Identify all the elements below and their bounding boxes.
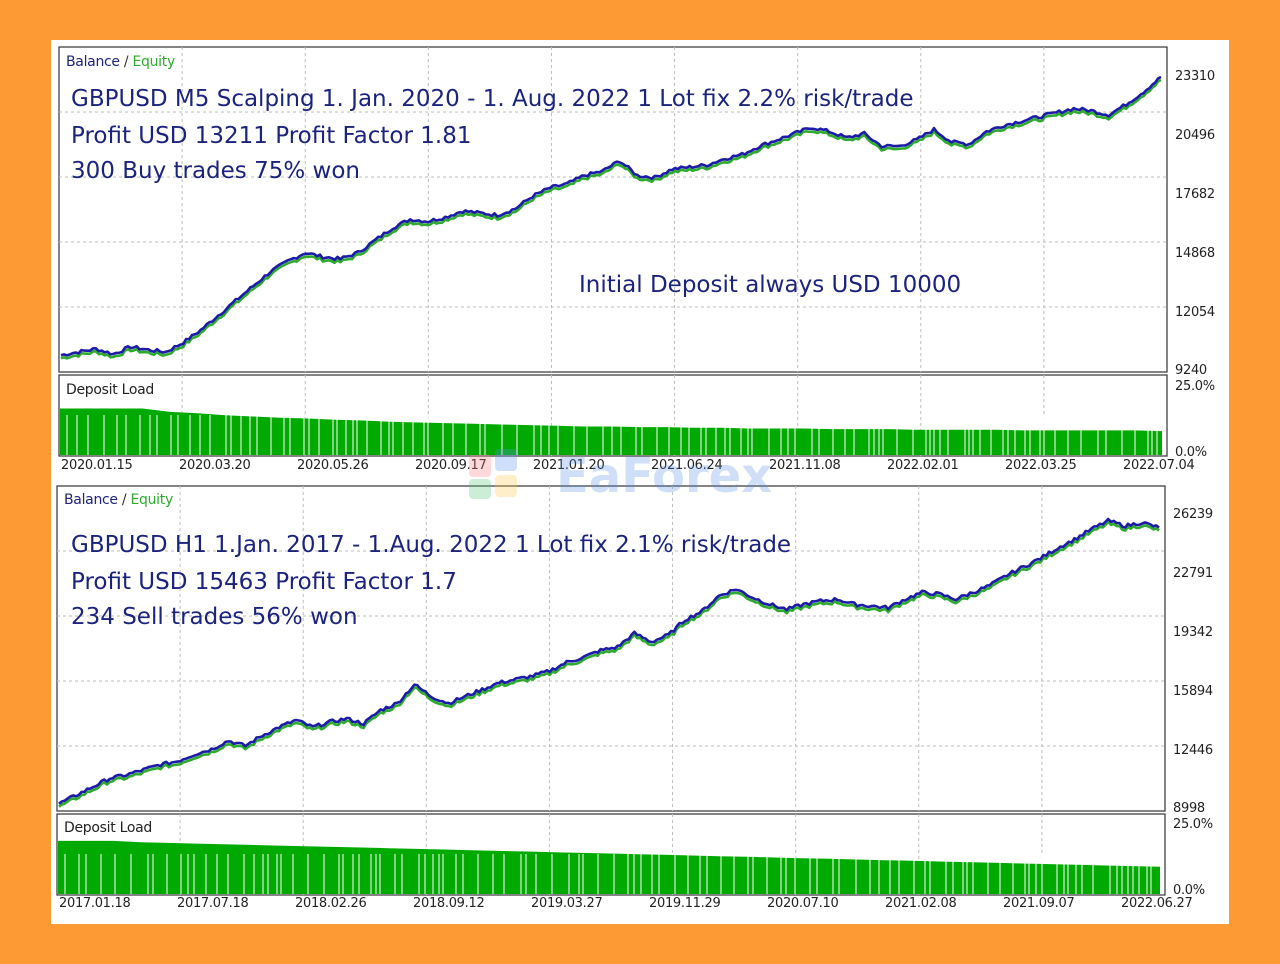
equity-line (60, 78, 1162, 360)
annotation-trades: 300 Buy trades 75% won (71, 158, 360, 184)
report-card: Balance / Equity GBPUSD M5 Scalping 1. J… (51, 40, 1229, 924)
equity-line (58, 520, 1160, 808)
x-tick: 2021.02.08 (885, 896, 957, 911)
x-tick: 2020.09.17 (415, 458, 487, 473)
y-tick: 26239 (1173, 507, 1213, 522)
legend-equity: Equity (130, 492, 173, 508)
balance-line (58, 517, 1160, 805)
x-tick: 2021.06.24 (651, 458, 723, 473)
x-tick: 2020.07.10 (767, 896, 839, 911)
legend-separator: / (117, 492, 131, 508)
legend-separator: / (119, 54, 133, 70)
x-tick: 2021.11.08 (769, 458, 841, 473)
y-tick: 23310 (1175, 69, 1215, 84)
x-tick: 2017.01.18 (59, 896, 131, 911)
legend-balance: Balance (64, 492, 118, 508)
balance-line (60, 75, 1162, 357)
deposit-load-area (60, 408, 1162, 455)
y-tick: 12054 (1175, 305, 1215, 320)
x-tick: 2021.01.20 (533, 458, 605, 473)
deposit-load-area (58, 840, 1160, 894)
x-tick: 2020.03.20 (179, 458, 251, 473)
annotation-trades: 234 Sell trades 56% won (71, 604, 358, 630)
legend-equity: Equity (132, 54, 175, 70)
x-tick: 2018.09.12 (413, 896, 485, 911)
x-tick: 2019.03.27 (531, 896, 603, 911)
annotation-profit: Profit USD 15463 Profit Factor 1.7 (71, 569, 457, 595)
y-tick: 12446 (1173, 743, 1213, 758)
y-tick: 17682 (1175, 187, 1215, 202)
x-tick: 2022.02.01 (887, 458, 959, 473)
annotation-title: GBPUSD H1 1.Jan. 2017 - 1.Aug. 2022 1 Lo… (71, 532, 792, 558)
annotation-title: GBPUSD M5 Scalping 1. Jan. 2020 - 1. Aug… (71, 86, 914, 112)
y-tick: 15894 (1173, 684, 1213, 699)
y-tick: 8998 (1173, 801, 1205, 816)
load-tick: 0.0% (1173, 883, 1205, 898)
main-panel-2 (56, 485, 1166, 812)
legend-balance: Balance (66, 54, 120, 70)
legend-1: Balance / Equity (66, 55, 175, 69)
y-tick: 14868 (1175, 246, 1215, 261)
watermark-text: EaForex (556, 448, 773, 504)
y-tick: 19342 (1173, 625, 1213, 640)
x-tick: 2017.07.18 (177, 896, 249, 911)
x-tick: 2020.01.15 (61, 458, 133, 473)
x-tick: 2022.06.27 (1121, 896, 1193, 911)
legend-2: Balance / Equity (64, 493, 173, 507)
load-tick: 25.0% (1173, 817, 1213, 832)
y-tick: 20496 (1175, 128, 1215, 143)
deposit-load-label-1: Deposit Load (66, 382, 154, 398)
deposit-load-label-2: Deposit Load (64, 820, 152, 836)
annotation-profit: Profit USD 13211 Profit Factor 1.81 (71, 123, 472, 149)
annotation-deposit: Initial Deposit always USD 10000 (579, 272, 962, 298)
load-tick: 0.0% (1175, 445, 1207, 460)
x-tick: 2022.03.25 (1005, 458, 1077, 473)
x-tick: 2020.05.26 (297, 458, 369, 473)
y-tick: 22791 (1173, 566, 1213, 581)
charts-canvas (56, 46, 1168, 896)
load-tick: 25.0% (1175, 379, 1215, 394)
watermark-logo-icon (469, 449, 517, 499)
x-tick: 2018.02.26 (295, 896, 367, 911)
x-tick: 2022.07.04 (1123, 458, 1195, 473)
y-tick: 9240 (1175, 363, 1207, 378)
x-tick: 2021.09.07 (1003, 896, 1075, 911)
x-tick: 2019.11.29 (649, 896, 721, 911)
main-panel-1 (58, 46, 1168, 373)
